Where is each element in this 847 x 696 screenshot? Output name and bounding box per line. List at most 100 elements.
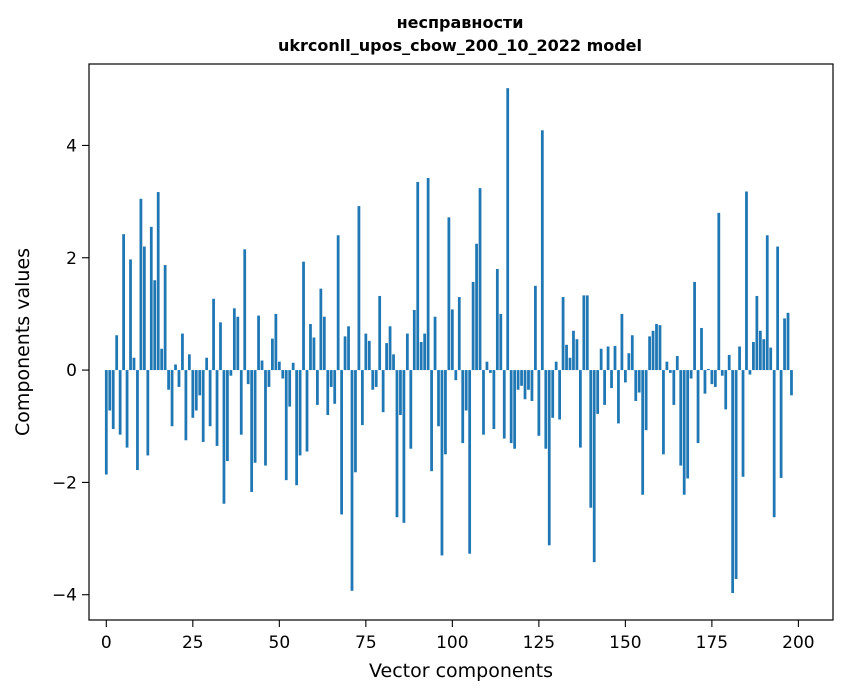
bar-117 bbox=[509, 370, 513, 444]
bar-15 bbox=[156, 192, 160, 371]
bar-11 bbox=[142, 246, 146, 371]
bar-112 bbox=[492, 370, 496, 430]
bar-196 bbox=[783, 318, 786, 371]
bar-85 bbox=[399, 370, 402, 416]
bar-193 bbox=[772, 370, 776, 518]
bar-32 bbox=[215, 370, 219, 446]
bar-184 bbox=[741, 370, 745, 477]
bar-80 bbox=[381, 370, 385, 413]
bar-149 bbox=[620, 313, 624, 371]
bar-76 bbox=[367, 340, 371, 371]
bar-173 bbox=[703, 370, 707, 394]
bar-84 bbox=[395, 370, 399, 518]
bar-186 bbox=[748, 370, 752, 375]
x-tick-label-175: 175 bbox=[696, 633, 728, 653]
bar-30 bbox=[208, 370, 212, 427]
bar-145 bbox=[606, 346, 610, 371]
x-tick-label-200: 200 bbox=[782, 633, 814, 653]
bar-141 bbox=[592, 370, 596, 563]
bar-170 bbox=[693, 281, 696, 371]
bar-111 bbox=[489, 370, 492, 373]
bar-8 bbox=[132, 357, 136, 371]
x-tick-label-125: 125 bbox=[523, 633, 555, 653]
bar-192 bbox=[769, 347, 773, 371]
bar-1 bbox=[108, 370, 112, 411]
bar-90 bbox=[416, 181, 420, 371]
bar-22 bbox=[181, 333, 184, 371]
bar-3 bbox=[115, 335, 119, 371]
bar-64 bbox=[326, 370, 330, 416]
bar-187 bbox=[752, 342, 755, 371]
bar-126 bbox=[540, 130, 544, 371]
bar-171 bbox=[696, 370, 700, 444]
bar-86 bbox=[402, 370, 406, 523]
bar-182 bbox=[734, 370, 738, 579]
bar-101 bbox=[454, 370, 458, 381]
bar-9 bbox=[136, 370, 139, 471]
bar-93 bbox=[426, 178, 430, 371]
y-tick-label--4: −4 bbox=[52, 586, 77, 606]
bar-100 bbox=[450, 309, 454, 371]
bar-44 bbox=[257, 315, 260, 371]
bar-97 bbox=[440, 370, 444, 556]
bar-88 bbox=[409, 370, 413, 449]
bar-189 bbox=[758, 330, 762, 371]
bar-185 bbox=[745, 191, 748, 371]
bar-12 bbox=[146, 370, 150, 456]
bar-118 bbox=[513, 370, 517, 449]
bar-178 bbox=[720, 370, 724, 376]
bar-67 bbox=[336, 235, 340, 371]
bar-194 bbox=[776, 246, 780, 371]
bar-103 bbox=[461, 370, 465, 444]
bar-4 bbox=[118, 370, 122, 435]
bar-54 bbox=[291, 362, 295, 371]
bar-99 bbox=[447, 217, 451, 371]
bar-121 bbox=[523, 370, 527, 400]
bar-140 bbox=[589, 370, 593, 508]
bar-10 bbox=[139, 198, 143, 371]
bar-17 bbox=[163, 265, 167, 371]
bar-89 bbox=[412, 309, 416, 371]
bar-24 bbox=[187, 354, 191, 371]
bar-123 bbox=[530, 370, 534, 401]
bar-23 bbox=[184, 370, 188, 441]
bar-181 bbox=[731, 370, 735, 594]
bar-143 bbox=[599, 348, 603, 371]
bar-167 bbox=[682, 370, 686, 495]
bar-197 bbox=[786, 312, 790, 371]
bar-174 bbox=[707, 368, 710, 371]
bar-166 bbox=[679, 370, 683, 466]
bar-120 bbox=[520, 370, 523, 386]
bar-6 bbox=[125, 370, 129, 448]
bar-131 bbox=[558, 370, 562, 420]
bar-195 bbox=[779, 370, 783, 478]
bar-180 bbox=[727, 354, 731, 371]
bar-102 bbox=[457, 297, 461, 371]
bar-162 bbox=[665, 361, 669, 371]
bar-122 bbox=[527, 370, 530, 390]
bar-49 bbox=[274, 313, 278, 371]
bar-142 bbox=[596, 370, 600, 414]
bar-127 bbox=[544, 370, 548, 449]
bar-45 bbox=[260, 360, 264, 371]
bar-82 bbox=[388, 326, 392, 371]
bar-95 bbox=[433, 316, 437, 371]
y-tick-label-0: 0 bbox=[66, 361, 77, 381]
bar-165 bbox=[675, 356, 679, 371]
bar-91 bbox=[419, 342, 423, 371]
bar-128 bbox=[547, 370, 551, 546]
bar-138 bbox=[582, 295, 586, 371]
bar-132 bbox=[561, 297, 565, 371]
bar-26 bbox=[194, 370, 198, 411]
bar-155 bbox=[641, 370, 645, 495]
bar-65 bbox=[329, 370, 333, 387]
bar-56 bbox=[298, 370, 302, 456]
bar-150 bbox=[623, 370, 627, 383]
bar-34 bbox=[222, 370, 226, 504]
bar-125 bbox=[537, 370, 541, 436]
bar-169 bbox=[689, 370, 693, 379]
bar-61 bbox=[316, 370, 319, 405]
bar-42 bbox=[250, 370, 254, 492]
bar-148 bbox=[617, 370, 620, 424]
